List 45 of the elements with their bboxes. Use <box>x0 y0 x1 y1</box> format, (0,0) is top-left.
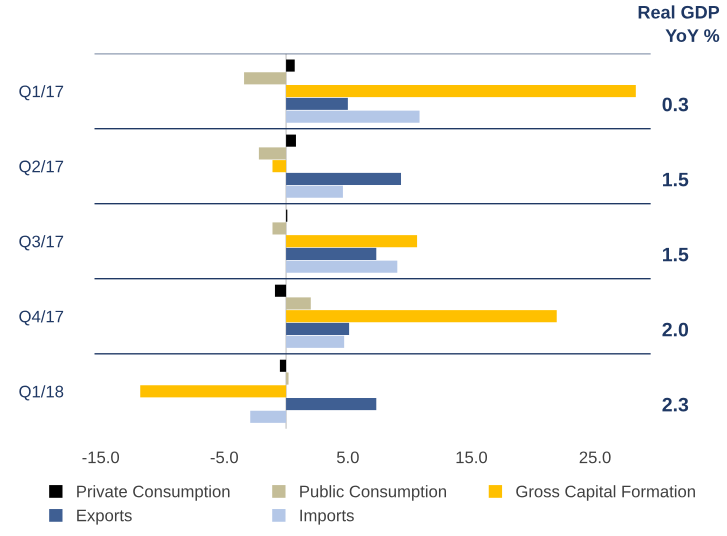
x-tick-label: 15.0 <box>456 451 488 464</box>
bar <box>286 248 376 260</box>
y-tick-label: Q1/17 <box>19 85 64 100</box>
x-tick-label: -5.0 <box>210 451 238 464</box>
bar <box>286 98 348 110</box>
bar <box>286 186 343 198</box>
legend-label: Gross Capital Formation <box>516 485 695 501</box>
x-tick-label: 5.0 <box>336 451 359 464</box>
bar <box>272 222 286 235</box>
bar <box>140 385 286 398</box>
text: 2.3 <box>662 398 688 412</box>
x-tick-label: -15.0 <box>82 451 120 464</box>
y-tick-label: Q1/18 <box>19 385 64 400</box>
legend-label: Imports <box>300 510 354 525</box>
text: 0.3 <box>662 98 688 112</box>
bar <box>280 360 286 372</box>
bar <box>286 322 350 336</box>
text: Real GDP YoY % <box>638 5 720 42</box>
bar <box>286 60 295 72</box>
bar <box>286 260 398 273</box>
bar <box>286 134 296 147</box>
bar <box>258 147 286 160</box>
bar <box>286 297 311 310</box>
legend-label: Private Consumption <box>77 485 230 501</box>
text: 1.5 <box>663 172 688 186</box>
bar <box>286 110 420 123</box>
y-tick-label: Q3/17 <box>19 235 64 250</box>
legend-label: Public Consumption <box>300 485 446 501</box>
bar <box>286 85 636 98</box>
bar <box>286 310 557 322</box>
y-tick-label: Q4/17 <box>19 310 64 326</box>
bar <box>286 372 289 385</box>
x-tick-label: 25.0 <box>580 451 611 464</box>
text: 2.0 <box>662 322 688 336</box>
bar <box>286 235 418 248</box>
bar <box>286 398 376 410</box>
bar <box>286 336 344 348</box>
bar <box>286 172 402 185</box>
bar <box>250 410 286 423</box>
legend-label: Exports <box>77 510 132 525</box>
bar <box>274 284 286 297</box>
y-tick-label: Q2/17 <box>19 160 64 176</box>
text: 1.5 <box>663 248 688 262</box>
bar <box>272 160 286 172</box>
bar <box>244 72 286 84</box>
